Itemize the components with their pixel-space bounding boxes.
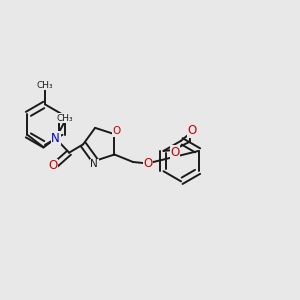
Text: N: N xyxy=(90,159,98,170)
Text: O: O xyxy=(49,159,58,172)
Text: CH₃: CH₃ xyxy=(57,113,73,122)
Text: O: O xyxy=(113,126,121,136)
Text: CH₃: CH₃ xyxy=(37,81,53,90)
Text: O: O xyxy=(143,157,152,170)
Text: N: N xyxy=(51,132,60,145)
Text: O: O xyxy=(170,146,179,159)
Text: O: O xyxy=(187,124,196,137)
